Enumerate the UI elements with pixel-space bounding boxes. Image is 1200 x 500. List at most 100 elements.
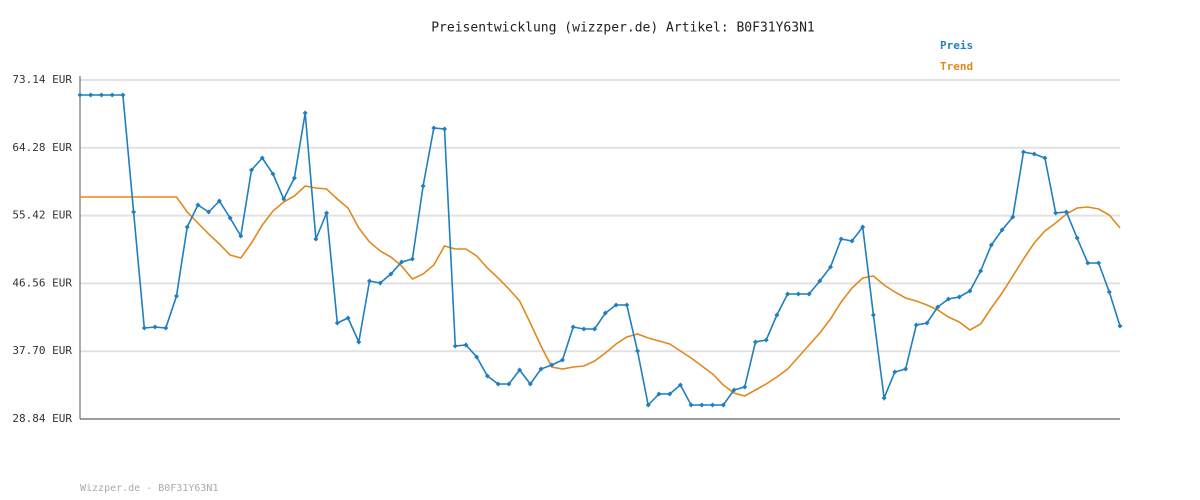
- point: [817, 278, 823, 284]
- point: [281, 196, 287, 202]
- point: [377, 280, 383, 286]
- y-tick-label: 37.70 EUR: [12, 344, 72, 357]
- point: [517, 367, 523, 373]
- point: [173, 293, 179, 299]
- y-tick-label: 55.42 EUR: [12, 209, 72, 222]
- point: [152, 324, 158, 330]
- point: [131, 209, 137, 215]
- point: [249, 167, 255, 173]
- point: [1096, 260, 1102, 266]
- point: [763, 337, 769, 343]
- point: [1053, 210, 1059, 216]
- point: [109, 92, 115, 98]
- point: [688, 402, 694, 408]
- point: [988, 242, 994, 248]
- point: [163, 325, 169, 331]
- point: [291, 175, 297, 181]
- point: [1117, 323, 1123, 329]
- point: [474, 354, 480, 360]
- point: [506, 381, 512, 387]
- point: [892, 369, 898, 375]
- point: [742, 384, 748, 390]
- footer: Wizzper.de - B0F31Y63N1: [80, 483, 218, 494]
- point: [1074, 235, 1080, 241]
- point: [570, 324, 576, 330]
- y-tick-label: 64.28 EUR: [12, 141, 72, 154]
- point: [903, 366, 909, 372]
- point: [828, 264, 834, 270]
- point: [881, 395, 887, 401]
- point: [538, 366, 544, 372]
- point: [549, 362, 555, 368]
- series-line: [80, 94, 1121, 407]
- point: [710, 402, 716, 408]
- point: [870, 312, 876, 318]
- point: [645, 402, 651, 408]
- legend-entry: Preis: [940, 39, 973, 52]
- point: [785, 291, 791, 297]
- point: [356, 339, 362, 345]
- point: [302, 110, 308, 116]
- point: [613, 302, 619, 308]
- point: [635, 348, 641, 354]
- point: [484, 373, 490, 379]
- point: [924, 320, 930, 326]
- point: [945, 296, 951, 302]
- point: [345, 315, 351, 321]
- point: [227, 215, 233, 221]
- point: [978, 268, 984, 274]
- point: [838, 236, 844, 242]
- point: [913, 322, 919, 328]
- point: [1010, 214, 1016, 220]
- point: [752, 339, 758, 345]
- point: [602, 310, 608, 316]
- point: [463, 342, 469, 348]
- point: [699, 402, 705, 408]
- point: [1042, 155, 1048, 161]
- point: [774, 312, 780, 318]
- point: [677, 382, 683, 388]
- point: [270, 171, 276, 177]
- point: [935, 304, 941, 310]
- point: [206, 209, 212, 215]
- point: [720, 402, 726, 408]
- point: [849, 238, 855, 244]
- point: [731, 387, 737, 393]
- point: [1063, 209, 1069, 215]
- point: [1106, 289, 1112, 295]
- point: [409, 256, 415, 262]
- point: [98, 92, 104, 98]
- point: [656, 391, 662, 397]
- point: [334, 320, 340, 326]
- series-line: [80, 185, 1121, 397]
- point: [442, 126, 448, 132]
- point: [238, 233, 244, 239]
- point: [399, 259, 405, 265]
- chart-title: Preisentwicklung (wizzper.de) Artikel: B…: [431, 21, 815, 36]
- point: [967, 288, 973, 294]
- point: [420, 183, 426, 189]
- point: [324, 210, 330, 216]
- point: [956, 294, 962, 300]
- point: [452, 343, 458, 349]
- point: [527, 381, 533, 387]
- point: [388, 271, 394, 277]
- y-tick-label: 28.84 EUR: [12, 412, 72, 425]
- point: [795, 291, 801, 297]
- point: [559, 357, 565, 363]
- point: [259, 155, 265, 161]
- point: [860, 224, 866, 230]
- point: [216, 198, 222, 204]
- point: [581, 326, 587, 332]
- point: [624, 302, 630, 308]
- point: [141, 325, 147, 331]
- point: [77, 92, 83, 98]
- point: [366, 278, 372, 284]
- point: [667, 391, 673, 397]
- point: [431, 125, 437, 131]
- point: [313, 236, 319, 242]
- point: [806, 291, 812, 297]
- point: [1021, 149, 1027, 155]
- point: [592, 326, 598, 332]
